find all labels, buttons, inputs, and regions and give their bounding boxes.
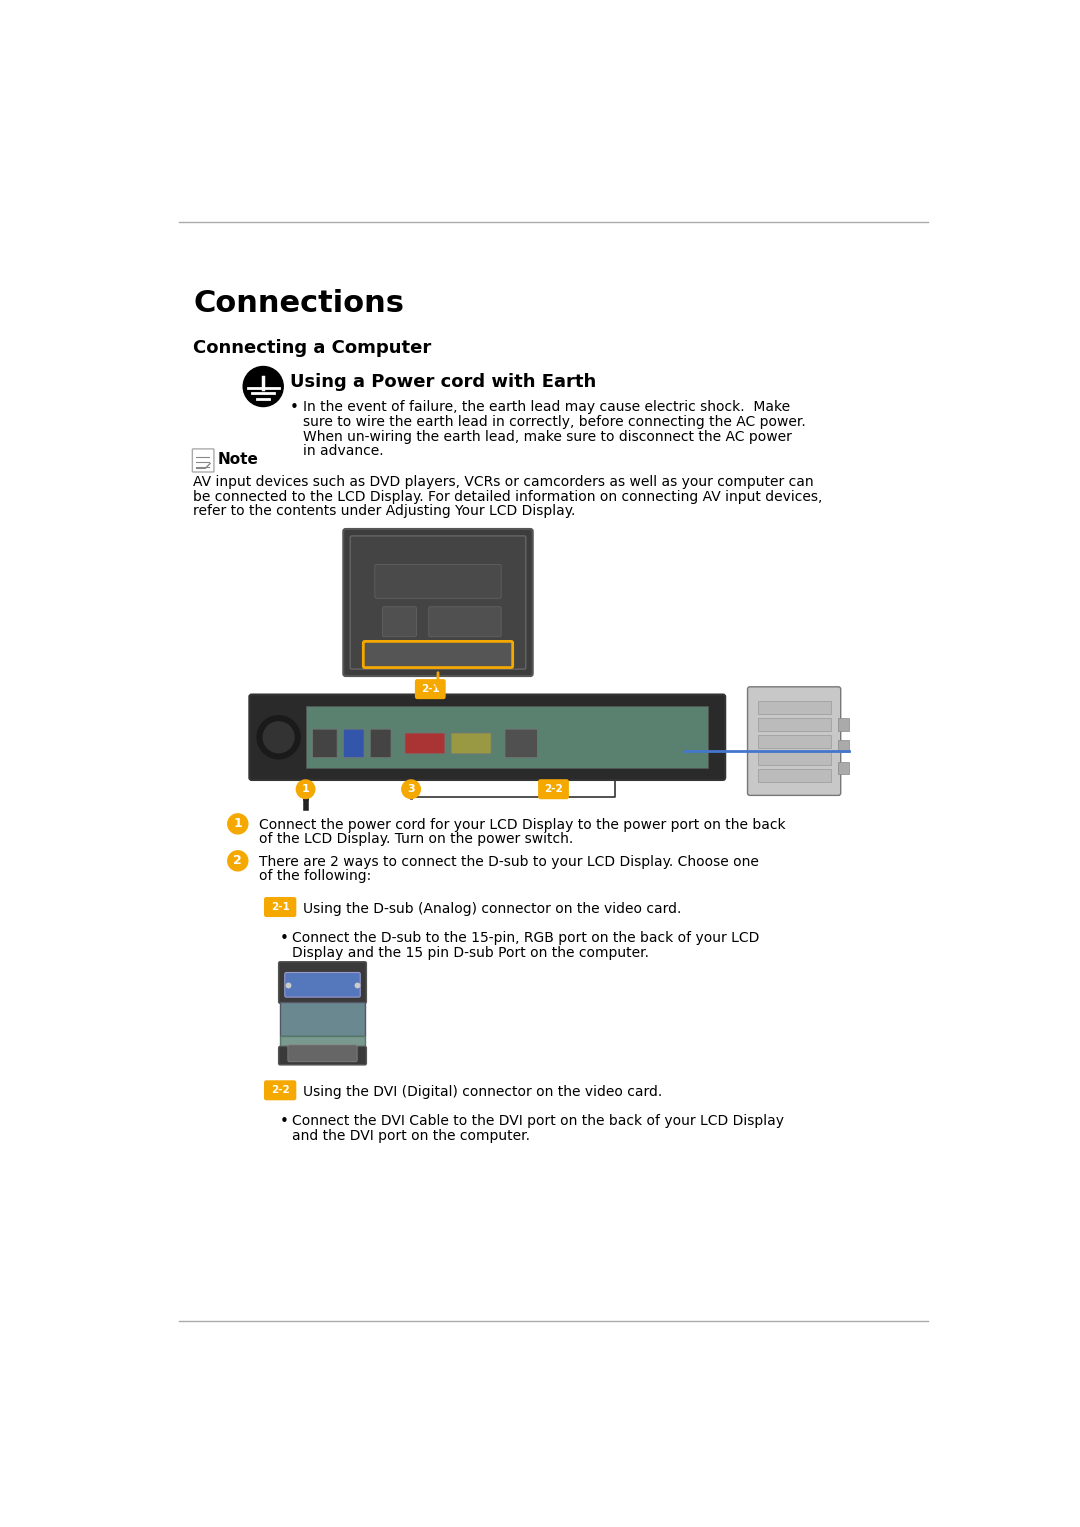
Text: •: • — [280, 1115, 289, 1128]
Bar — [838, 741, 849, 753]
Text: There are 2 ways to connect the D-sub to your LCD Display. Choose one: There are 2 ways to connect the D-sub to… — [258, 855, 758, 869]
Text: 2-1: 2-1 — [271, 902, 289, 912]
FancyBboxPatch shape — [343, 528, 532, 676]
Text: refer to the contents under Adjusting Your LCD Display.: refer to the contents under Adjusting Yo… — [193, 504, 576, 518]
FancyBboxPatch shape — [285, 973, 361, 997]
FancyBboxPatch shape — [312, 730, 337, 757]
FancyBboxPatch shape — [343, 730, 364, 757]
Text: Connect the power cord for your LCD Display to the power port on the back: Connect the power cord for your LCD Disp… — [258, 818, 785, 832]
Text: Note: Note — [218, 452, 258, 467]
FancyBboxPatch shape — [405, 733, 445, 754]
Bar — [838, 762, 849, 774]
Bar — [838, 718, 849, 731]
Bar — [306, 705, 707, 768]
Text: In the event of failure, the earth lead may cause electric shock.  Make: In the event of failure, the earth lead … — [303, 400, 791, 414]
FancyBboxPatch shape — [382, 606, 417, 637]
Text: RGB: RGB — [308, 1049, 337, 1063]
Bar — [280, 1037, 365, 1055]
Text: Connecting a Computer: Connecting a Computer — [193, 339, 431, 357]
Text: 3: 3 — [407, 785, 415, 794]
Circle shape — [228, 851, 247, 870]
FancyBboxPatch shape — [451, 733, 491, 754]
Circle shape — [402, 780, 420, 799]
Text: 2-2: 2-2 — [544, 785, 563, 794]
FancyBboxPatch shape — [415, 680, 446, 699]
FancyBboxPatch shape — [279, 1046, 366, 1064]
Text: 1: 1 — [233, 817, 242, 831]
Circle shape — [264, 722, 294, 753]
FancyBboxPatch shape — [363, 641, 513, 667]
FancyBboxPatch shape — [757, 736, 831, 748]
FancyBboxPatch shape — [505, 730, 538, 757]
FancyBboxPatch shape — [375, 565, 501, 599]
Text: Connections: Connections — [193, 289, 404, 318]
Text: Connect the DVI Cable to the DVI port on the back of your LCD Display: Connect the DVI Cable to the DVI port on… — [292, 1115, 784, 1128]
FancyBboxPatch shape — [757, 718, 831, 731]
FancyBboxPatch shape — [264, 1080, 296, 1101]
Text: 2: 2 — [233, 854, 242, 867]
Circle shape — [296, 780, 314, 799]
Circle shape — [228, 814, 247, 834]
FancyBboxPatch shape — [350, 536, 526, 669]
FancyBboxPatch shape — [288, 1044, 357, 1061]
FancyBboxPatch shape — [429, 606, 501, 637]
Text: be connected to the LCD Display. For detailed information on connecting AV input: be connected to the LCD Display. For det… — [193, 490, 823, 504]
Text: When un-wiring the earth lead, make sure to disconnect the AC power: When un-wiring the earth lead, make sure… — [303, 429, 792, 444]
Text: Connect the D-sub to the 15-pin, RGB port on the back of your LCD: Connect the D-sub to the 15-pin, RGB por… — [292, 931, 759, 945]
Text: sure to wire the earth lead in correctly, before connecting the AC power.: sure to wire the earth lead in correctly… — [303, 415, 806, 429]
FancyBboxPatch shape — [264, 896, 296, 918]
FancyBboxPatch shape — [192, 449, 214, 472]
Text: AV input devices such as DVD players, VCRs or camcorders as well as your compute: AV input devices such as DVD players, VC… — [193, 475, 813, 489]
FancyBboxPatch shape — [538, 779, 569, 799]
FancyBboxPatch shape — [757, 701, 831, 713]
Text: 1: 1 — [301, 785, 310, 794]
Text: Using the DVI (Digital) connector on the video card.: Using the DVI (Digital) connector on the… — [303, 1084, 662, 1099]
Text: 2-2: 2-2 — [271, 1086, 289, 1095]
Circle shape — [257, 716, 300, 759]
Text: •: • — [291, 400, 299, 415]
Bar — [280, 1002, 365, 1037]
Text: of the LCD Display. Turn on the power switch.: of the LCD Display. Turn on the power sw… — [258, 832, 572, 846]
Text: 2-1: 2-1 — [421, 684, 440, 695]
Text: Using a Power cord with Earth: Using a Power cord with Earth — [291, 374, 596, 391]
Text: •: • — [280, 931, 289, 945]
Text: in advance.: in advance. — [303, 444, 383, 458]
FancyBboxPatch shape — [249, 695, 725, 780]
FancyBboxPatch shape — [370, 730, 391, 757]
Text: and the DVI port on the computer.: and the DVI port on the computer. — [292, 1128, 529, 1142]
FancyBboxPatch shape — [279, 962, 366, 1003]
FancyBboxPatch shape — [757, 753, 831, 765]
Text: SAMSUNG: SAMSUNG — [414, 585, 462, 596]
FancyBboxPatch shape — [747, 687, 840, 796]
Circle shape — [243, 366, 283, 406]
FancyBboxPatch shape — [757, 770, 831, 782]
Text: of the following:: of the following: — [258, 869, 370, 883]
Text: Using the D-sub (Analog) connector on the video card.: Using the D-sub (Analog) connector on th… — [303, 901, 681, 916]
Text: Display and the 15 pin D-sub Port on the computer.: Display and the 15 pin D-sub Port on the… — [292, 945, 649, 959]
